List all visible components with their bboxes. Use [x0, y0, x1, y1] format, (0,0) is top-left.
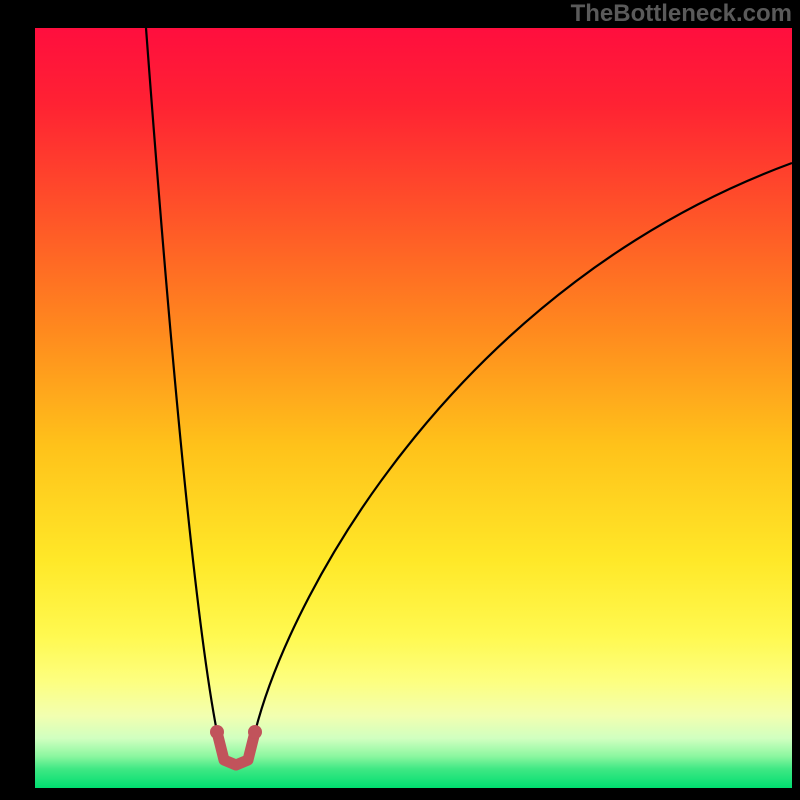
gradient-background [35, 28, 792, 788]
marker-dot-right [248, 725, 262, 739]
watermark-text: TheBottleneck.com [571, 0, 792, 28]
plot-area [35, 28, 792, 788]
marker-dot-left [210, 725, 224, 739]
bottleneck-chart-svg [35, 28, 792, 788]
